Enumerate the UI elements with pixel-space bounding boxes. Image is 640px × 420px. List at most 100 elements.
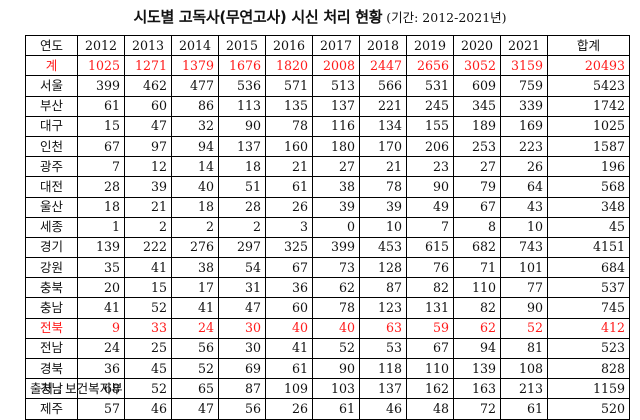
table-cell: 24 <box>171 317 219 339</box>
table-cell: 38 <box>171 257 219 279</box>
table-row: 전남 24 25 56 30 41 52 53 67 94 81 523 <box>25 337 630 360</box>
row-total-cell: 4151 <box>547 236 630 259</box>
table-cell: 27 <box>312 156 360 178</box>
table-cell: 2008 <box>312 55 360 77</box>
header-cell-year: 2016 <box>265 34 313 57</box>
table-cell: 41 <box>265 337 313 360</box>
table-cell: 3 <box>265 216 313 238</box>
table-cell: 47 <box>218 297 266 319</box>
table-cell: 60 <box>124 95 172 117</box>
table-cell: 45 <box>124 357 172 380</box>
row-region-label: 세종 <box>25 216 78 238</box>
table-cell: 77 <box>500 277 548 299</box>
table-cell: 67 <box>406 337 454 360</box>
header-cell-year: 2012 <box>77 34 125 57</box>
table-cell: 31 <box>218 277 266 299</box>
table-cell: 27 <box>453 156 501 178</box>
table-cell: 26 <box>500 156 548 178</box>
table-cell: 615 <box>406 236 454 259</box>
table-cell: 14 <box>171 156 219 178</box>
row-region-label: 강원 <box>25 257 78 279</box>
title-period: (기간: 2012-2021년) <box>386 10 507 25</box>
table-cell: 15 <box>124 277 172 299</box>
table-cell: 87 <box>218 378 266 400</box>
table-row: 충북 20 15 17 31 36 62 87 82 110 77 537 <box>25 277 630 299</box>
row-region-label: 울산 <box>25 196 78 218</box>
table-cell: 38 <box>312 176 360 198</box>
table-cell: 2 <box>171 216 219 238</box>
table-cell: 86 <box>171 95 219 117</box>
row-total-cell: 1159 <box>547 378 630 400</box>
row-total-cell: 523 <box>547 337 630 360</box>
table-cell: 2 <box>124 216 172 238</box>
table-row: 경남 68 52 65 87 109 103 137 162 163 213 1159 <box>25 378 630 400</box>
table-row: 충남 41 52 41 47 60 78 123 131 82 90 745 <box>25 297 630 319</box>
table-cell: 253 <box>453 135 501 158</box>
table-cell: 36 <box>265 277 313 299</box>
table-cell: 61 <box>265 176 313 198</box>
table-cell: 26 <box>265 196 313 218</box>
table-cell: 40 <box>265 317 313 339</box>
statistics-table: 연도 2012 2013 2014 2015 2016 2017 2018 2019 2020 20… <box>25 34 630 420</box>
table-cell: 59 <box>406 317 454 339</box>
table-cell: 81 <box>500 337 548 360</box>
table-cell: 477 <box>171 75 219 97</box>
table-cell: 56 <box>171 337 219 360</box>
table-cell: 103 <box>312 378 360 400</box>
row-region-label: 부산 <box>25 95 78 117</box>
row-total-cell: 684 <box>547 257 630 279</box>
row-total-cell: 1742 <box>547 95 630 117</box>
table-cell: 40 <box>312 317 360 339</box>
table-cell: 339 <box>500 95 548 117</box>
table-cell: 462 <box>124 75 172 97</box>
row-region-label: 경북 <box>25 357 78 380</box>
table-cell: 162 <box>406 378 454 400</box>
table-cell: 30 <box>218 317 266 339</box>
table-cell: 63 <box>359 317 407 339</box>
row-region-label: 충북 <box>25 277 78 299</box>
title-main: 시도별 고독사(무연고사) 시신 처리 현황 <box>133 8 383 26</box>
table-cell: 18 <box>171 196 219 218</box>
header-cell-year: 2020 <box>453 34 501 57</box>
row-total-cell: 412 <box>547 317 630 339</box>
row-region-label: 대구 <box>25 115 78 137</box>
table-cell: 47 <box>171 398 219 420</box>
table-cell: 743 <box>500 236 548 259</box>
table-cell: 7 <box>406 216 454 238</box>
table-cell: 41 <box>171 297 219 319</box>
table-cell: 128 <box>359 257 407 279</box>
table-cell: 1820 <box>265 55 313 77</box>
table-cell: 531 <box>406 75 454 97</box>
table-cell: 1271 <box>124 55 172 77</box>
table-cell: 399 <box>77 75 125 97</box>
row-region-label: 제주 <box>25 398 78 420</box>
table-cell: 87 <box>359 277 407 299</box>
table-cell: 116 <box>312 115 360 137</box>
table-cell: 78 <box>359 176 407 198</box>
table-row: 세종 1 2 2 2 3 0 10 7 8 10 45 <box>25 216 630 238</box>
table-cell: 52 <box>124 297 172 319</box>
table-cell: 131 <box>406 297 454 319</box>
table-cell: 47 <box>124 115 172 137</box>
table-cell: 41 <box>77 297 125 319</box>
table-cell: 21 <box>265 156 313 178</box>
table-cell: 118 <box>359 357 407 380</box>
row-total-cell: 1025 <box>547 115 630 137</box>
table-cell: 18 <box>218 156 266 178</box>
table-cell: 17 <box>171 277 219 299</box>
row-total-cell: 537 <box>547 277 630 299</box>
table-cell: 536 <box>218 75 266 97</box>
row-total-cell: 348 <box>547 196 630 218</box>
row-total-cell: 196 <box>547 156 630 178</box>
table-cell: 67 <box>77 135 125 158</box>
header-cell-year: 2014 <box>171 34 219 57</box>
table-cell: 297 <box>218 236 266 259</box>
row-region-label: 대전 <box>25 176 78 198</box>
table-cell: 10 <box>500 216 548 238</box>
table-row: 울산 18 21 18 28 26 39 39 49 67 43 348 <box>25 196 630 218</box>
table-cell: 52 <box>124 378 172 400</box>
table-cell: 2447 <box>359 55 407 77</box>
table-cell: 109 <box>265 378 313 400</box>
table-cell: 43 <box>500 196 548 218</box>
table-cell: 97 <box>124 135 172 158</box>
